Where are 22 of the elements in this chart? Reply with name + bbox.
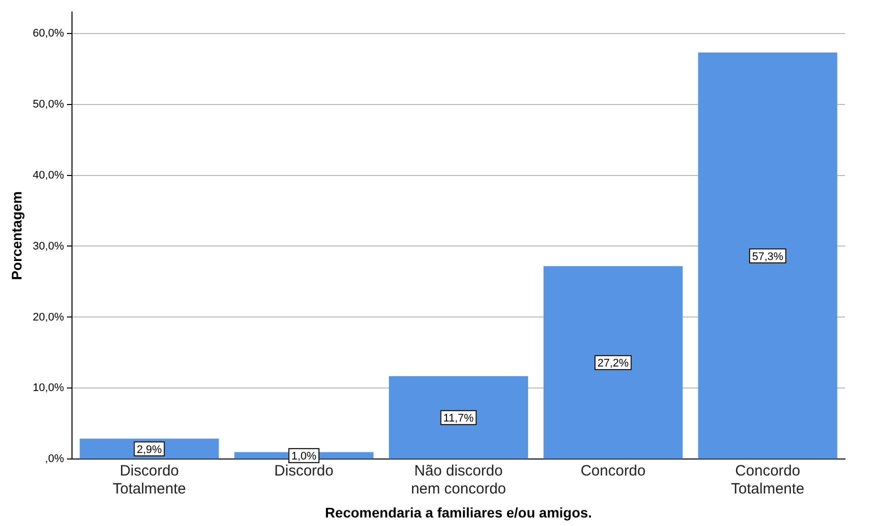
data-label: 1,0% [291,450,317,463]
bar [698,52,838,459]
x-axis-title: Recomendaria a familiares e/ou amigos. [325,504,592,520]
x-tick-label: Não discordo nem concordo [410,462,506,498]
y-tick-label: 50,0% [32,98,64,110]
y-tick-label: 60,0% [32,27,64,40]
y-tick-label: ,0% [45,453,64,466]
bar [544,266,683,459]
y-tick-label: 20,0% [32,311,64,324]
x-tick-label: Concordo [580,462,646,480]
data-label: 27,2% [597,358,629,370]
y-tick-label: 10,0% [32,382,64,394]
x-tick-label: Concordo Totalmente [731,462,804,498]
y-tick-label: 40,0% [32,169,64,182]
y-axis-title: Porcentagem [8,191,24,280]
data-label: 11,7% [443,412,474,425]
x-tick-label: Discordo [274,462,334,480]
data-label: 57,3% [752,250,784,263]
y-tick-label: 30,0% [32,240,64,252]
bar [388,376,528,459]
x-tick-label: Discordo Totalmente [112,462,186,498]
data-label: 2,9% [136,444,162,456]
